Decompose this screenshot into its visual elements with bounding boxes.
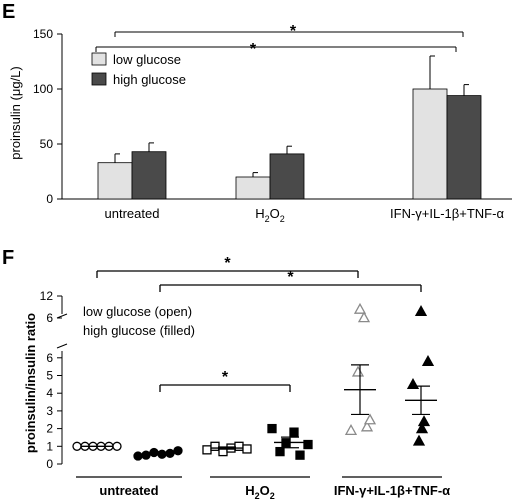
- panel-e-bar-chart: proinsulin (μg/L) 0 50 100 150 untreated H2O…: [8, 23, 512, 224]
- panel-f-y-tick-label: 3: [46, 404, 53, 418]
- data-point-square-filled: [289, 427, 299, 437]
- data-point-square-open: [202, 445, 212, 455]
- data-point-circle-open: [112, 441, 122, 451]
- data-point-triangle-filled: [415, 422, 429, 434]
- panel-e-y-tick-label: 50: [40, 137, 54, 151]
- panel-f-y-tick-label: 6: [46, 351, 53, 365]
- panel-f-y-tick-label: 5: [46, 369, 53, 383]
- panel-f-y-tick-label: 12: [40, 289, 54, 303]
- data-point-circle-filled: [133, 451, 143, 461]
- data-point-triangle-filled: [406, 378, 420, 390]
- panel-f-y-axis-label: proinsulin/insulin ratio: [23, 313, 38, 453]
- data-point-square-open: [242, 444, 252, 454]
- panel-f-x-group-label: IFN-γ+IL-1β+TNF-α: [334, 483, 450, 498]
- axis-break-mark: [56, 313, 68, 319]
- data-point-square-filled: [303, 439, 313, 450]
- panel-e-x-tick-label: untreated: [105, 206, 160, 221]
- data-point-square-open: [210, 441, 220, 451]
- data-point-circle-open: [72, 441, 82, 451]
- bar-high-glucose: [269, 153, 305, 200]
- panel-e-x-tick-label: IFN-γ+IL-1β+TNF-α: [390, 206, 504, 221]
- legend-entry: high glucose: [113, 72, 186, 87]
- legend-entry: low glucose: [113, 52, 181, 67]
- bar-high-glucose: [131, 151, 167, 200]
- panel-e-x-tick-label: H2O2: [255, 206, 285, 224]
- panel-f-y-tick-label: 1: [46, 439, 53, 453]
- data-point-triangle-open: [360, 420, 374, 432]
- significance-star: *: [287, 269, 294, 286]
- panel-f-annotation: low glucose (open): [83, 304, 192, 319]
- data-point-square-open: [234, 441, 244, 451]
- data-point-triangle-filled: [414, 305, 428, 317]
- data-point-triangle-open: [353, 302, 367, 314]
- legend-swatch: [91, 52, 107, 66]
- data-point-circle-filled: [141, 450, 151, 460]
- panel-f-y-tick-label: 4: [46, 386, 53, 400]
- panel-e-y-tick-label: 100: [33, 82, 53, 96]
- significance-star: *: [250, 41, 257, 58]
- significance-star: *: [222, 369, 229, 386]
- panel-e-y-tick-label: 0: [46, 192, 53, 206]
- panel-letter-e: E: [2, 1, 15, 23]
- panel-f-x-group-label: untreated: [99, 483, 158, 498]
- bar-low-glucose: [235, 176, 271, 200]
- significance-star: *: [290, 23, 297, 40]
- data-point-triangle-filled: [412, 434, 426, 446]
- data-point-triangle-filled: [417, 415, 431, 427]
- data-point-triangle-open: [344, 424, 358, 436]
- panel-f-y-tick-label: 0: [46, 457, 53, 471]
- panel-f-y-tick-label: 2: [46, 422, 53, 436]
- bar-high-glucose: [446, 95, 482, 200]
- data-point-triangle-filled: [421, 355, 435, 366]
- panel-f-annotation: high glucose (filled): [83, 323, 195, 338]
- significance-star: *: [224, 255, 231, 272]
- axis-break-mark: [56, 343, 68, 349]
- data-point-triangle-open: [363, 413, 377, 425]
- panel-f-y-tick-label: 6: [46, 311, 53, 325]
- panel-f-x-group-label: H2O2: [245, 483, 275, 501]
- data-point-square-filled: [295, 450, 305, 460]
- panel-e-y-tick-label: 150: [33, 27, 53, 41]
- data-point-triangle-open: [357, 311, 371, 323]
- panel-e-y-axis-label: proinsulin (μg/L): [8, 66, 23, 159]
- legend-swatch: [91, 72, 107, 86]
- data-point-square-filled: [267, 423, 277, 434]
- panel-letter-f: F: [2, 247, 14, 269]
- data-point-circle-filled: [173, 446, 183, 456]
- bar-low-glucose: [97, 162, 133, 200]
- bar-low-glucose: [412, 88, 448, 200]
- data-point-triangle-open: [351, 365, 365, 377]
- data-point-square-filled: [275, 446, 285, 457]
